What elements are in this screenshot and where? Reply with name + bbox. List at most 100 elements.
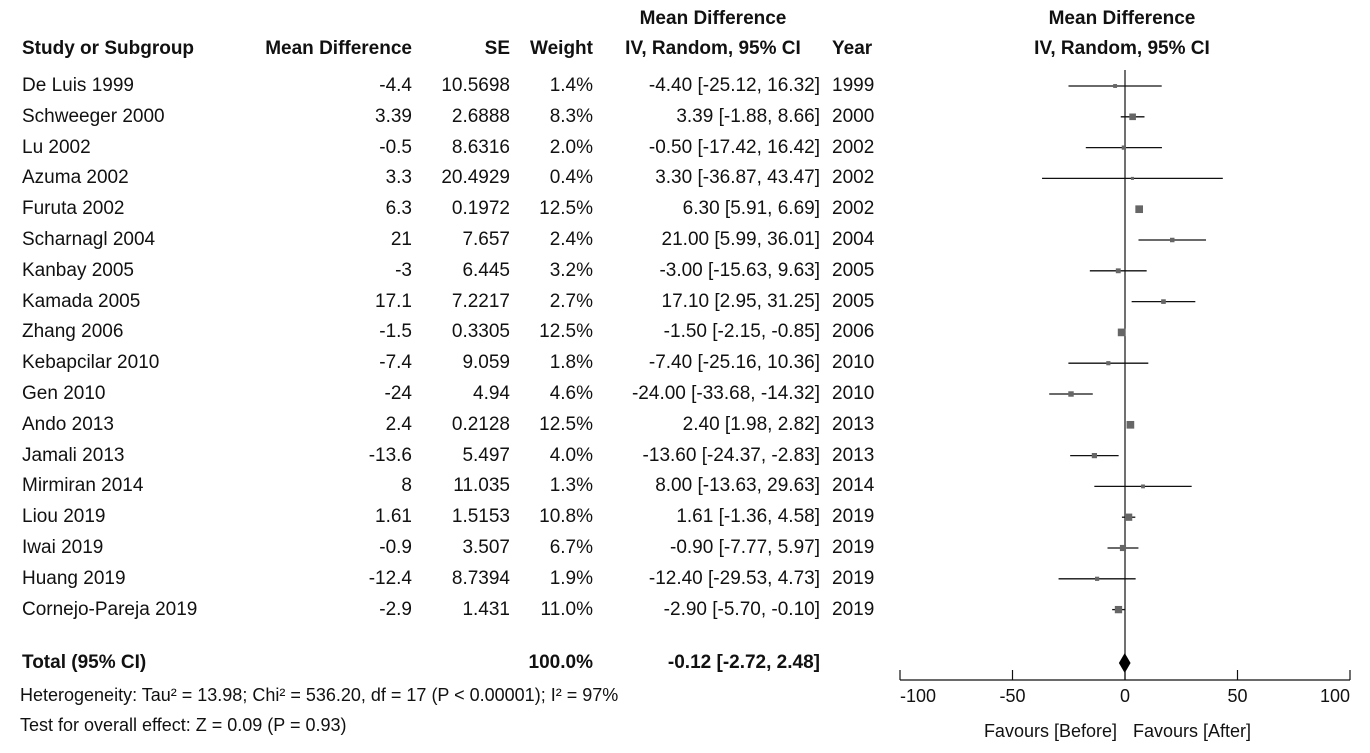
study-weight: 12.5% <box>539 198 593 220</box>
study-weight: 1.9% <box>549 567 593 589</box>
point-estimate <box>1094 576 1100 581</box>
study-ci: -3.00 [-15.63, 9.63] <box>659 259 820 281</box>
plot-header-ci: IV, Random, 95% CI <box>1034 38 1210 59</box>
point-estimate <box>1113 84 1118 88</box>
study-name: Azuma 2002 <box>22 167 129 189</box>
study-weight: 12.5% <box>539 321 593 343</box>
header-year: Year <box>832 38 873 59</box>
study-se: 5.497 <box>462 444 510 466</box>
plot-header-mean-difference: Mean Difference <box>1048 8 1196 29</box>
study-mean-difference: 21 <box>390 229 412 250</box>
study-mean-difference: -7.4 <box>379 352 412 374</box>
study-name: Huang 2019 <box>22 567 126 589</box>
study-year: 2013 <box>832 413 875 435</box>
study-ci: 21.00 [5.99, 36.01] <box>661 229 820 250</box>
study-name: Furuta 2002 <box>22 198 125 220</box>
study-se: 7.657 <box>462 229 510 250</box>
study-ci: -13.60 [-24.37, -2.83] <box>642 444 820 466</box>
study-year: 2000 <box>832 105 875 127</box>
study-ci: -1.50 [-2.15, -0.85] <box>663 321 820 343</box>
favours-right-label: Favours [After] <box>1133 721 1251 741</box>
study-se: 9.059 <box>462 352 510 374</box>
study-ci: 2.40 [1.98, 2.82] <box>682 413 820 435</box>
study-name: Ando 2013 <box>22 413 114 435</box>
study-year: 2002 <box>832 136 875 158</box>
total-ci: -0.12 [-2.72, 2.48] <box>667 652 820 673</box>
study-name: Cornejo-Pareja 2019 <box>22 598 198 620</box>
study-name: Kamada 2005 <box>22 290 141 312</box>
point-estimate <box>1141 484 1145 489</box>
study-mean-difference: 17.1 <box>375 290 412 312</box>
study-year: 2014 <box>832 475 875 497</box>
study-weight: 1.8% <box>549 352 593 374</box>
header-mean-difference: Mean Difference <box>265 38 412 59</box>
total-weight: 100.0% <box>528 652 593 673</box>
x-tick-label: 100 <box>1320 686 1350 706</box>
overall-effect-text: Test for overall effect: Z = 0.09 (P = 0… <box>20 715 347 735</box>
favours-left-label: Favours [Before] <box>984 721 1117 741</box>
study-mean-difference: 8 <box>401 475 412 497</box>
study-ci: 6.30 [5.91, 6.69] <box>682 198 820 220</box>
study-mean-difference: 2.4 <box>385 413 412 435</box>
point-estimate <box>1119 544 1127 552</box>
study-weight: 10.8% <box>539 506 593 528</box>
study-se: 0.1972 <box>451 198 510 220</box>
point-estimate <box>1129 113 1136 121</box>
point-estimate <box>1135 205 1144 214</box>
study-weight: 6.7% <box>549 537 593 558</box>
study-se: 0.3305 <box>451 321 510 343</box>
study-se: 4.94 <box>473 383 510 404</box>
study-mean-difference: 3.3 <box>385 167 412 189</box>
study-ci: -7.40 [-25.16, 10.36] <box>648 352 820 374</box>
study-ci: -12.40 [-29.53, 4.73] <box>648 567 820 589</box>
point-estimate <box>1130 176 1134 180</box>
study-year: 2019 <box>832 567 875 589</box>
summary-diamond <box>1118 653 1131 673</box>
study-se: 10.5698 <box>441 75 510 96</box>
study-year: 2006 <box>832 321 875 343</box>
study-weight: 4.0% <box>549 444 593 466</box>
study-weight: 1.4% <box>549 75 593 96</box>
study-name: Liou 2019 <box>22 506 106 528</box>
study-weight: 2.4% <box>549 229 593 250</box>
point-estimate <box>1161 299 1166 304</box>
study-name: Mirmiran 2014 <box>22 475 144 497</box>
study-mean-difference: -0.9 <box>379 537 412 558</box>
point-estimate <box>1106 361 1111 366</box>
study-se: 8.7394 <box>451 567 510 589</box>
study-name: Jamali 2013 <box>22 444 125 466</box>
study-se: 2.6888 <box>451 105 510 127</box>
study-ci: -0.90 [-7.77, 5.97] <box>670 537 820 558</box>
study-name: Iwai 2019 <box>22 537 104 558</box>
study-se: 6.445 <box>462 259 510 281</box>
study-year: 2019 <box>832 598 875 620</box>
study-year: 2004 <box>832 229 875 250</box>
study-mean-difference: -1.5 <box>379 321 412 343</box>
point-estimate <box>1117 328 1126 337</box>
study-weight: 12.5% <box>539 413 593 435</box>
header-ci-top: Mean Difference <box>639 8 787 29</box>
header-study: Study or Subgroup <box>22 38 195 59</box>
study-se: 20.4929 <box>441 167 510 189</box>
study-year: 2002 <box>832 198 875 220</box>
study-mean-difference: -4.4 <box>379 75 412 96</box>
study-ci: 3.39 [-1.88, 8.66] <box>676 105 820 127</box>
study-year: 2010 <box>832 383 875 404</box>
study-weight: 2.0% <box>549 136 593 158</box>
study-weight: 2.7% <box>549 290 593 312</box>
study-year: 2019 <box>832 506 875 528</box>
study-ci: 3.30 [-36.87, 43.47] <box>655 167 820 189</box>
header-weight: Weight <box>530 38 593 59</box>
study-name: Kebapcilar 2010 <box>22 352 160 374</box>
heterogeneity-text: Heterogeneity: Tau² = 13.98; Chi² = 536.… <box>20 685 619 705</box>
x-tick-label: -100 <box>900 686 936 706</box>
point-estimate <box>1124 513 1133 521</box>
study-weight: 0.4% <box>549 167 593 189</box>
point-estimate <box>1170 237 1175 243</box>
study-mean-difference: 3.39 <box>375 105 412 127</box>
x-tick-label: 0 <box>1120 686 1130 706</box>
study-se: 7.2217 <box>451 290 510 312</box>
study-mean-difference: -13.6 <box>368 444 412 466</box>
study-se: 1.431 <box>462 598 510 620</box>
